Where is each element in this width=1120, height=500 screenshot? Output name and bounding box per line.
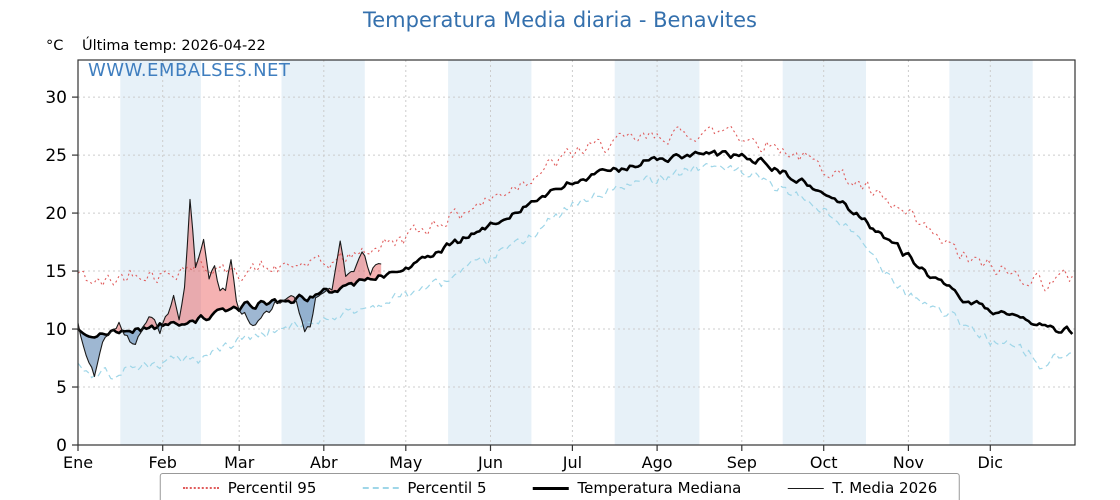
- x-tick-label: Jun: [477, 453, 503, 472]
- month-band: [614, 60, 700, 445]
- y-tick-label: 0: [56, 436, 67, 456]
- last-temp-label: Última temp: 2026-04-22: [82, 38, 266, 54]
- x-tick-label: Ene: [63, 453, 93, 472]
- x-tick-label: Mar: [224, 453, 255, 472]
- x-tick-label: Dic: [978, 453, 1004, 472]
- x-tick-label: Sep: [727, 453, 757, 472]
- y-tick-label: 25: [45, 146, 67, 166]
- legend-item-percentil-5: Percentil 5: [362, 479, 486, 497]
- x-tick-label: Feb: [149, 453, 177, 472]
- x-tick-label: Oct: [810, 453, 838, 472]
- line-median: [77, 149, 1074, 339]
- x-tick-label: Abr: [310, 453, 338, 472]
- month-band: [949, 60, 1033, 445]
- legend-item-mediana: Temperatura Mediana: [532, 479, 741, 497]
- percentil-95-line-sample: [182, 487, 219, 489]
- y-tick-label: 15: [45, 262, 67, 282]
- y-tick-label: 30: [45, 88, 67, 108]
- plot-border: [77, 59, 1076, 446]
- y-tick-label: 20: [45, 204, 67, 224]
- x-tick-label: Ago: [642, 453, 673, 472]
- percentil-5-line-sample: [362, 487, 399, 489]
- legend-label-percentil-95: Percentil 95: [227, 479, 317, 497]
- x-tick-label: Nov: [893, 453, 924, 472]
- page-title: Temperatura Media diaria - Benavites: [362, 8, 758, 32]
- legend-label-t-media-2026: T. Media 2026: [832, 479, 938, 497]
- chart-legend: Percentil 95 Percentil 5 Temperatura Med…: [159, 473, 961, 500]
- month-band: [120, 60, 201, 445]
- x-tick-label: May: [389, 453, 422, 472]
- month-band: [281, 60, 365, 445]
- mediana-line-sample: [532, 486, 569, 490]
- month-band: [782, 60, 866, 445]
- line-p95: [77, 125, 1073, 292]
- x-tick-label: Jul: [562, 453, 582, 472]
- y-tick-label: 5: [56, 378, 67, 398]
- month-band: [448, 60, 532, 445]
- legend-item-t-media-2026: T. Media 2026: [787, 479, 937, 497]
- y-axis-unit-label: °C: [46, 38, 64, 54]
- y-tick-label: 10: [45, 320, 67, 340]
- legend-label-mediana: Temperatura Mediana: [577, 479, 742, 497]
- t-media-2026-line-sample: [787, 487, 824, 489]
- legend-item-percentil-95: Percentil 95: [182, 479, 317, 497]
- watermark: WWW.EMBALSES.NET: [88, 60, 291, 81]
- line-p5: [77, 163, 1073, 380]
- legend-label-percentil-5: Percentil 5: [407, 479, 487, 497]
- line-t2026: [77, 198, 382, 378]
